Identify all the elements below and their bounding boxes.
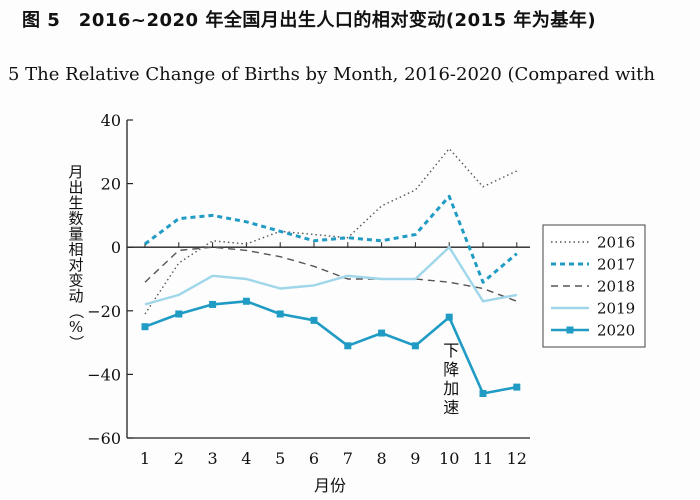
x-tick-label: 9 bbox=[410, 449, 420, 468]
y-axis-label-char: （ bbox=[67, 304, 85, 319]
x-tick-label: 7 bbox=[343, 449, 353, 468]
y-axis-label-char: 动 bbox=[68, 287, 83, 305]
x-tick-label: 3 bbox=[208, 449, 218, 468]
annotation-char: 降 bbox=[443, 360, 459, 379]
x-tick-label: 6 bbox=[309, 449, 319, 468]
legend-label-2016: 2016 bbox=[597, 234, 635, 252]
y-tick-label: −60 bbox=[87, 429, 121, 448]
point-2020 bbox=[175, 310, 183, 318]
point-2020 bbox=[378, 329, 386, 337]
series-line-2019 bbox=[144, 245, 518, 306]
point-2020 bbox=[479, 389, 487, 397]
legend-box bbox=[542, 224, 646, 348]
point-2020 bbox=[242, 297, 250, 305]
x-tick-label: 5 bbox=[275, 449, 285, 468]
x-tick-label: 12 bbox=[507, 449, 527, 468]
chart-title-cn: 图 5 2016~2020 年全国月出生人口的相对变动(2015 年为基年) bbox=[22, 10, 597, 31]
y-axis-label-char: 出 bbox=[68, 179, 83, 197]
y-axis-label-char: 数 bbox=[68, 210, 83, 228]
x-tick-label: 1 bbox=[140, 449, 150, 468]
x-tick-label: 10 bbox=[439, 449, 459, 468]
point-2020 bbox=[513, 383, 521, 391]
y-axis-label-char: 相 bbox=[68, 241, 83, 259]
annotation-char: 下 bbox=[443, 341, 459, 360]
y-tick-label: −20 bbox=[87, 302, 121, 321]
y-tick-label: 0 bbox=[111, 238, 121, 257]
y-axis-label-char: % bbox=[69, 318, 83, 336]
y-axis-label-char: 生 bbox=[68, 194, 83, 212]
annotation-char: 加 bbox=[443, 379, 459, 398]
y-axis-label-char: 月 bbox=[68, 163, 83, 181]
point-2020 bbox=[310, 316, 318, 324]
legend-label-2019: 2019 bbox=[597, 300, 635, 318]
x-tick-label: 4 bbox=[241, 449, 251, 468]
series-line-2016 bbox=[144, 147, 518, 315]
series-line-2020 bbox=[144, 299, 518, 395]
point-2020 bbox=[209, 300, 217, 308]
annotation-char: 速 bbox=[443, 398, 459, 417]
legend-label-2017: 2017 bbox=[597, 256, 635, 274]
chart-title-en: 5 The Relative Change of Births by Month… bbox=[8, 64, 655, 85]
point-2020 bbox=[445, 313, 453, 321]
y-axis-label-char: 对 bbox=[68, 256, 83, 274]
point-2020 bbox=[411, 342, 419, 350]
y-tick-label: 20 bbox=[101, 175, 121, 194]
y-tick-label: 40 bbox=[101, 111, 121, 130]
y-axis-label-char: 变 bbox=[68, 272, 83, 290]
series-line-2017 bbox=[144, 194, 518, 284]
point-2020 bbox=[276, 310, 284, 318]
x-tick-label: 11 bbox=[473, 449, 493, 468]
point-2020 bbox=[141, 323, 149, 331]
legend-marker-2020 bbox=[566, 326, 574, 334]
legend-label-2018: 2018 bbox=[597, 278, 635, 296]
point-2020 bbox=[344, 342, 352, 350]
x-tick-label: 2 bbox=[174, 449, 184, 468]
y-axis-label-char: 量 bbox=[68, 225, 83, 243]
legend-label-2020: 2020 bbox=[597, 322, 635, 340]
x-axis-label: 月份 bbox=[314, 476, 346, 495]
x-tick-label: 8 bbox=[377, 449, 387, 468]
y-tick-label: −40 bbox=[87, 365, 121, 384]
series-line-2018 bbox=[144, 246, 518, 302]
y-axis-label-char: ） bbox=[67, 335, 85, 350]
